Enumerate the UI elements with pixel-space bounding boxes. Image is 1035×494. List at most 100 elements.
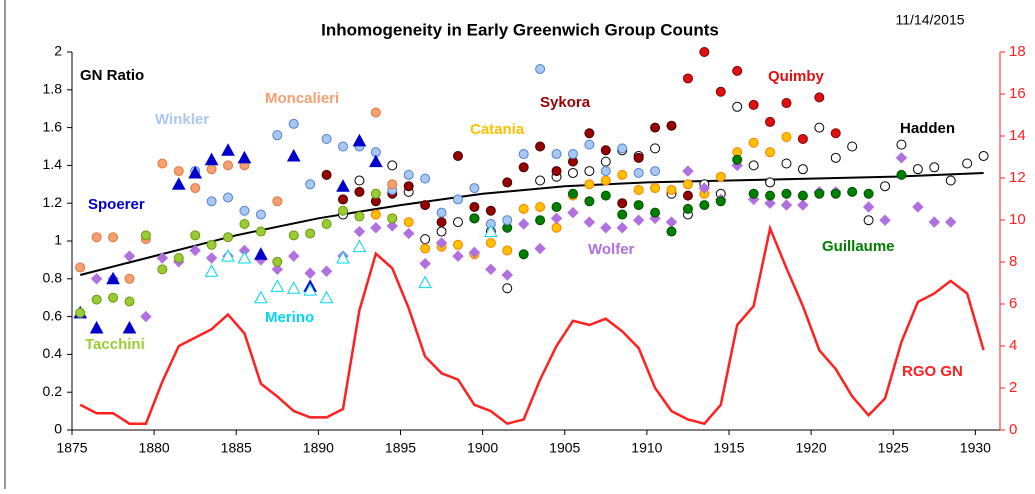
- circle-marker: [765, 116, 776, 127]
- series-label: Hadden: [900, 120, 955, 137]
- diamond-marker: [452, 250, 464, 262]
- chart-title: Inhomogeneity in Early Greenwich Group C…: [321, 20, 719, 39]
- circle-marker: [535, 64, 546, 75]
- circle-marker: [715, 86, 726, 97]
- circle-marker: [338, 194, 349, 205]
- circle-marker: [715, 171, 726, 182]
- circle-marker: [469, 201, 480, 212]
- circle-marker: [518, 249, 529, 260]
- triangle-marker: [352, 133, 367, 147]
- series-label: RGO GN: [902, 363, 963, 380]
- triangle-marker: [254, 290, 268, 304]
- circle-marker: [797, 190, 808, 201]
- series-label: Merino: [265, 309, 314, 326]
- circle-marker: [847, 186, 858, 197]
- series-label: Wolfer: [588, 241, 635, 258]
- circle-marker: [223, 192, 234, 203]
- y2-tick-label: 14: [1009, 127, 1026, 144]
- circle-marker: [403, 169, 414, 180]
- circle-marker: [321, 169, 332, 180]
- diamond-marker: [189, 244, 201, 257]
- circle-marker: [682, 73, 693, 84]
- diamond-marker: [764, 197, 776, 209]
- circle-marker: [272, 196, 283, 207]
- circle-marker: [535, 175, 546, 186]
- triangle-marker: [237, 250, 252, 264]
- circle-marker: [518, 203, 529, 214]
- circle-marker: [863, 215, 874, 226]
- y-tick-label: 2: [54, 43, 62, 59]
- y2-tick-label: 8: [1009, 253, 1017, 270]
- circle-marker: [765, 177, 776, 188]
- circle-marker: [978, 150, 989, 161]
- circle-marker: [666, 120, 677, 131]
- diamond-marker: [534, 242, 546, 255]
- series-label: Sykora: [540, 94, 591, 111]
- circle-marker: [206, 164, 217, 175]
- circle-marker: [436, 226, 447, 237]
- series-label: Tacchini: [85, 336, 145, 353]
- diamond-marker: [616, 222, 628, 234]
- circle-marker: [748, 160, 759, 171]
- circle-marker: [387, 213, 398, 224]
- y-tick-label: 0.2: [43, 383, 63, 399]
- triangle-marker: [221, 143, 235, 156]
- series-label: Moncalieri: [265, 90, 339, 107]
- circle-marker: [600, 145, 611, 156]
- y2-tick-label: 18: [1009, 43, 1026, 60]
- circle-marker: [748, 99, 759, 110]
- triangle-marker: [286, 281, 301, 294]
- circle-marker: [666, 226, 677, 237]
- circle-marker: [617, 143, 628, 154]
- circle-marker: [650, 166, 661, 177]
- circle-marker: [502, 215, 513, 226]
- circle-marker: [321, 218, 332, 229]
- circle-marker: [338, 141, 349, 152]
- diamond-marker: [945, 216, 957, 228]
- circle-marker: [288, 118, 299, 129]
- circle-marker: [880, 181, 891, 192]
- circle-marker: [584, 179, 595, 190]
- diamond-marker: [90, 273, 103, 285]
- diamond-marker: [271, 263, 284, 276]
- triangle-marker: [204, 152, 219, 166]
- diamond-marker: [353, 225, 366, 238]
- triangle-marker: [188, 165, 203, 179]
- circle-marker: [650, 207, 661, 218]
- circle-marker: [91, 294, 102, 305]
- y-tick-label: 1.2: [43, 194, 63, 210]
- triangle-marker: [237, 150, 252, 164]
- triangle-marker: [270, 279, 285, 292]
- y-tick-label: 1: [54, 232, 62, 248]
- x-tick-label: 1880: [139, 440, 170, 456]
- circle-marker: [584, 139, 595, 150]
- diamond-marker: [780, 199, 793, 211]
- circle-marker: [370, 188, 381, 199]
- circle-marker: [420, 243, 431, 254]
- circle-marker: [535, 141, 546, 152]
- circle-marker: [551, 201, 562, 212]
- x-tick-label: 1930: [960, 440, 991, 456]
- circle-marker: [617, 198, 628, 209]
- y2-tick-label: 4: [1009, 337, 1017, 354]
- circle-marker: [797, 133, 808, 144]
- diamond-marker: [517, 218, 530, 230]
- circle-marker: [173, 166, 184, 177]
- series-line: [79, 172, 984, 276]
- circle-marker: [157, 158, 168, 169]
- triangle-marker: [254, 247, 268, 260]
- x-tick-label: 1920: [796, 440, 827, 456]
- triangle-marker: [336, 250, 350, 264]
- y-tick-label: 0.8: [43, 270, 63, 286]
- x-tick-label: 1910: [631, 440, 662, 456]
- circle-marker: [124, 296, 135, 307]
- circle-marker: [896, 139, 907, 150]
- chart-date: 11/14/2015: [895, 12, 964, 28]
- circle-marker: [748, 188, 759, 199]
- circle-marker: [223, 160, 234, 171]
- triangle-marker: [286, 148, 301, 162]
- circle-marker: [338, 205, 349, 216]
- diamond-marker: [288, 250, 300, 262]
- circle-marker: [321, 133, 332, 144]
- circle-marker: [682, 179, 693, 190]
